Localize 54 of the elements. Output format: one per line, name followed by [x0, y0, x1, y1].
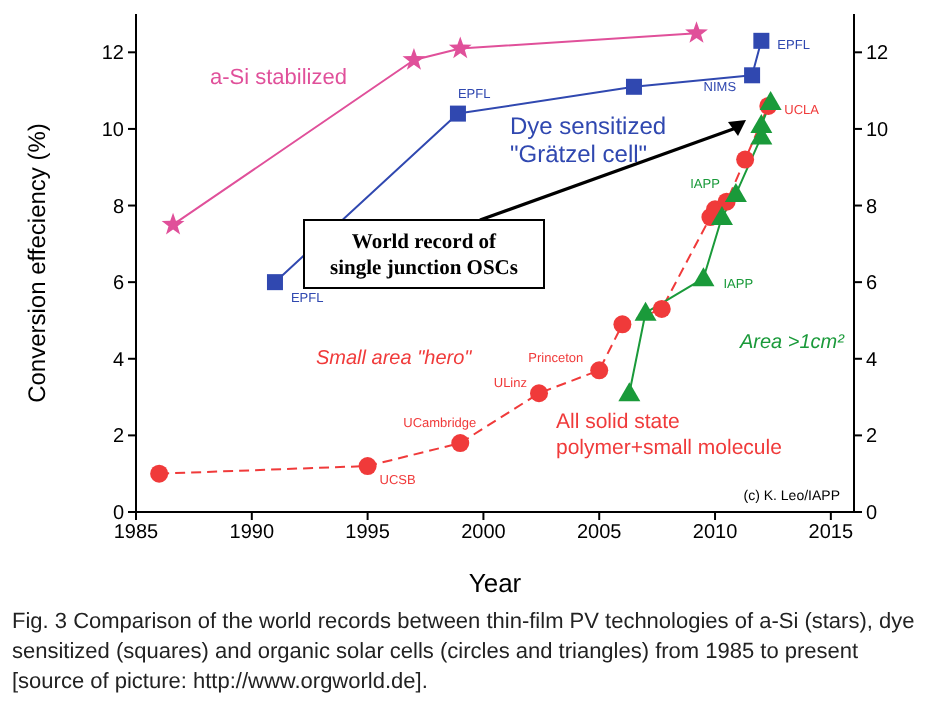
x-tick-label: 1995 [345, 522, 391, 545]
point [744, 67, 761, 84]
y-tick-label: 6 [112, 273, 125, 296]
point [448, 36, 472, 59]
y-axis-title: Conversion effeciency (%) [22, 123, 51, 403]
y-tick-label: 4 [112, 349, 125, 372]
point [358, 457, 377, 476]
y2-tick-label: 12 [866, 43, 890, 66]
point [402, 47, 426, 70]
x-axis-title: Year [468, 568, 523, 598]
y-tick-label: 12 [101, 43, 125, 66]
series-label: a-Si stabilized [210, 66, 347, 90]
y-tick-label: 2 [112, 426, 125, 449]
y-tick-label: 8 [112, 196, 125, 219]
point [449, 105, 466, 122]
point [590, 361, 609, 380]
y2-tick-label: 6 [866, 273, 878, 296]
point [724, 183, 747, 203]
caption: Fig. 3 Comparison of the world records between thin-film PV technologies of a-Si (stars), dye sensitized (squares) and organic solar cells (circles and triangles) from 1985 to present [source of picture: http://www.orgworld.de]. [10, 608, 917, 698]
text: Small area "hero" [316, 348, 473, 370]
point [736, 150, 755, 169]
y-tick-label: 10 [101, 120, 125, 143]
text: Area >1cm² [738, 332, 846, 354]
point [652, 299, 671, 318]
point [618, 382, 641, 402]
y2-tick-label: 4 [866, 349, 878, 372]
point [685, 21, 708, 43]
series-label: Dye sensitized "Grätzel cell" [510, 112, 667, 168]
point [613, 315, 632, 334]
x-tick-label: 1985 [113, 522, 160, 545]
point [625, 78, 642, 95]
point [710, 206, 733, 226]
point [150, 464, 169, 483]
x-tick-label: 2005 [576, 522, 623, 545]
y2-tick-label: 8 [866, 196, 878, 219]
annotation: All solid state polymer+small molecule [556, 410, 783, 460]
point [759, 91, 782, 111]
point [753, 32, 770, 49]
y-tick-label: 0 [112, 503, 125, 526]
point [692, 267, 715, 287]
x-tick-label: 2015 [808, 522, 854, 545]
point [451, 434, 470, 453]
point [634, 301, 657, 321]
y2-tick-label: 0 [866, 503, 878, 526]
y2-tick-label: 2 [866, 426, 878, 449]
point [530, 384, 549, 403]
x-tick-label: 2010 [692, 522, 739, 545]
x-tick-label: 2000 [461, 522, 507, 545]
annotation: World record of single junction OSCs [330, 232, 518, 280]
point [750, 114, 773, 134]
x-tick-label: 1990 [229, 522, 275, 545]
y2-tick-label: 10 [866, 120, 890, 143]
point [266, 274, 283, 291]
point [161, 212, 185, 235]
